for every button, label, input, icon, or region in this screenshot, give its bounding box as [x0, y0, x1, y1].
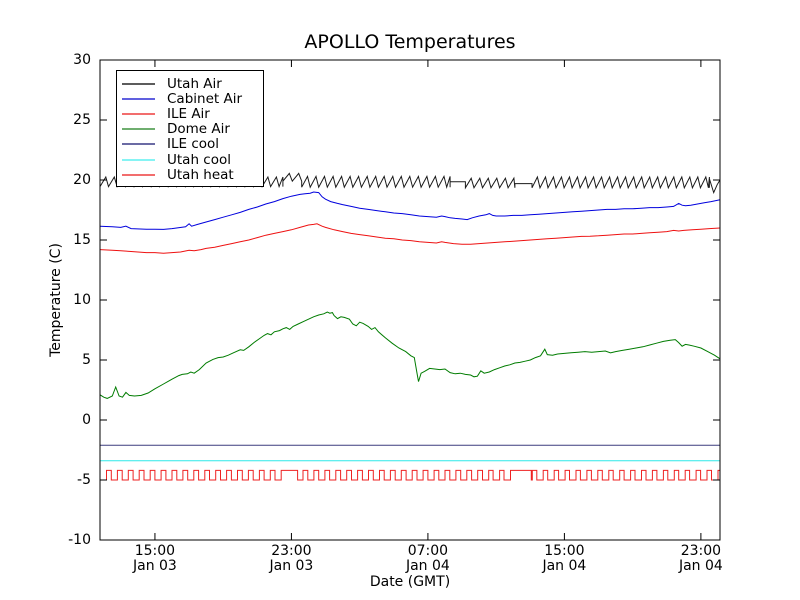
x-tick-23-00-jan-04: 23:00 Jan 04 — [678, 543, 723, 574]
legend-item-dome-air: Dome Air — [122, 121, 263, 138]
y-tick-25: 25 — [73, 112, 91, 128]
y-tick--10: -10 — [68, 532, 91, 548]
legend-label-ile-air: ILE Air — [167, 105, 210, 122]
y-tick-0: 0 — [82, 412, 91, 428]
dome-air-legend-line-icon — [122, 128, 155, 131]
utah-heat-legend-line-icon — [122, 173, 155, 176]
legend-label-cabinet-air: Cabinet Air — [167, 90, 243, 107]
legend-item-ile-cool: ILE cool — [122, 136, 263, 153]
legend-label-dome-air: Dome Air — [167, 121, 230, 138]
legend-label-ile-cool: ILE cool — [167, 136, 220, 153]
legend-box: Utah Air Cabinet Air ILE Air Dome Air ILE co… — [116, 70, 264, 188]
x-tick-15-00-jan-03: 15:00 Jan 03 — [132, 543, 177, 574]
legend-label-utah-cool: Utah cool — [167, 151, 231, 168]
cabinet-air-line — [99, 191, 721, 230]
y-tick-10: 10 — [73, 292, 91, 308]
legend-item-utah-cool: Utah cool — [122, 151, 263, 168]
legend-item-utah-heat: Utah heat — [122, 166, 263, 183]
utah-air-legend-line-icon — [122, 82, 155, 85]
legend-item-utah-air: Utah Air — [122, 75, 263, 92]
y-tick-5: 5 — [82, 352, 91, 368]
ile-cool-legend-line-icon — [122, 143, 155, 146]
utah-cool-legend-line-icon — [122, 158, 155, 161]
ile-air-line — [99, 223, 721, 254]
legend-item-ile-air: ILE Air — [122, 105, 263, 122]
legend-item-cabinet-air: Cabinet Air — [122, 90, 263, 107]
cabinet-air-legend-line-icon — [122, 97, 155, 100]
y-tick-20: 20 — [73, 172, 91, 188]
x-tick-23-00-jan-03: 23:00 Jan 03 — [269, 543, 314, 574]
y-tick-15: 15 — [73, 232, 91, 248]
chart-title: APOLLO Temperatures — [304, 31, 516, 53]
x-tick-07-00-jan-04: 07:00 Jan 04 — [405, 543, 450, 574]
ile-air-legend-line-icon — [122, 112, 155, 115]
y-axis-label: Temperature (C) — [48, 243, 64, 357]
x-tick-15-00-jan-04: 15:00 Jan 04 — [542, 543, 587, 574]
dome-air-line — [99, 311, 721, 399]
y-tick--5: -5 — [77, 472, 91, 488]
legend-label-utah-air: Utah Air — [167, 75, 222, 92]
y-tick-30: 30 — [73, 52, 91, 68]
legend-label-utah-heat: Utah heat — [167, 166, 234, 183]
utah-heat-line — [100, 469, 720, 481]
x-axis-label: Date (GMT) — [369, 574, 451, 590]
